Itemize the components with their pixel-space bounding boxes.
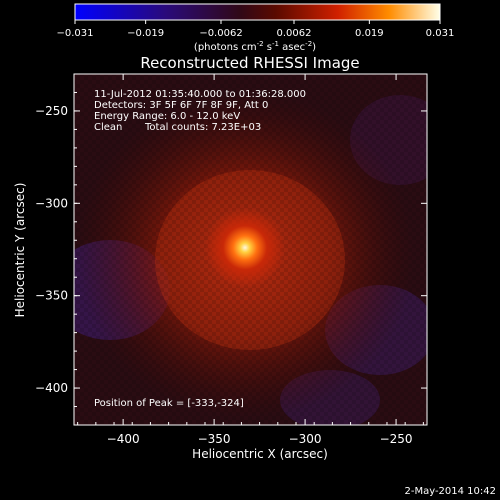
y-tick-label: −250 xyxy=(35,104,68,118)
total-counts-label: Total counts: 7.23E+03 xyxy=(144,122,261,133)
x-axis: −400 −350 −300 −250 xyxy=(77,74,424,446)
plot-frame xyxy=(73,73,428,426)
colorbar-tick-label: 0.031 xyxy=(426,28,455,39)
x-tick-label: −350 xyxy=(198,432,231,446)
footer-timestamp: 2-May-2014 10:42 xyxy=(404,486,496,497)
colorbar-tick-label: 0.019 xyxy=(355,28,384,39)
x-tick-label: −300 xyxy=(289,432,322,446)
flare-peak xyxy=(205,207,286,288)
y-tick-label: −300 xyxy=(35,196,68,210)
y-tick-label: −350 xyxy=(35,289,68,303)
detectors-label: Detectors: 3F 5F 6F 7F 8F 9F, Att 0 xyxy=(94,100,268,111)
annotation-block: 11-Jul-2012 01:35:40.000 to 01:36:28.000… xyxy=(94,89,306,409)
energy-range-label: Energy Range: 6.0 - 12.0 keV xyxy=(94,111,240,122)
heatmap-image xyxy=(74,74,427,425)
colorbar-tick-label: −0.0062 xyxy=(199,28,242,39)
colorbar-tick-label: −0.031 xyxy=(56,28,93,39)
y-axis-label: Heliocentric Y (arcsec) xyxy=(13,183,27,318)
peak-position-label: Position of Peak = [-333,-324] xyxy=(94,398,244,409)
chart-title: Reconstructed RHESSI Image xyxy=(140,54,359,72)
y-tick-label: −400 xyxy=(35,381,68,395)
x-axis-label: Heliocentric X (arcsec) xyxy=(192,447,328,461)
colorbar-ticks: −0.031 −0.019 −0.0062 0.0062 0.019 0.031 xyxy=(56,20,454,39)
x-tick-label: −250 xyxy=(380,432,413,446)
method-label: Clean xyxy=(94,122,122,133)
time-range-label: 11-Jul-2012 01:35:40.000 to 01:36:28.000 xyxy=(94,89,306,100)
colorbar-tick-label: −0.019 xyxy=(127,28,164,39)
y-axis: −250 −300 −350 −400 xyxy=(35,73,427,426)
colorbar-unit-label: (photons cm-2 s-1 asec-2) xyxy=(194,40,316,53)
colorbar-tick-label: 0.0062 xyxy=(277,28,312,39)
colorbar xyxy=(74,3,441,21)
x-tick-label: −400 xyxy=(107,432,140,446)
